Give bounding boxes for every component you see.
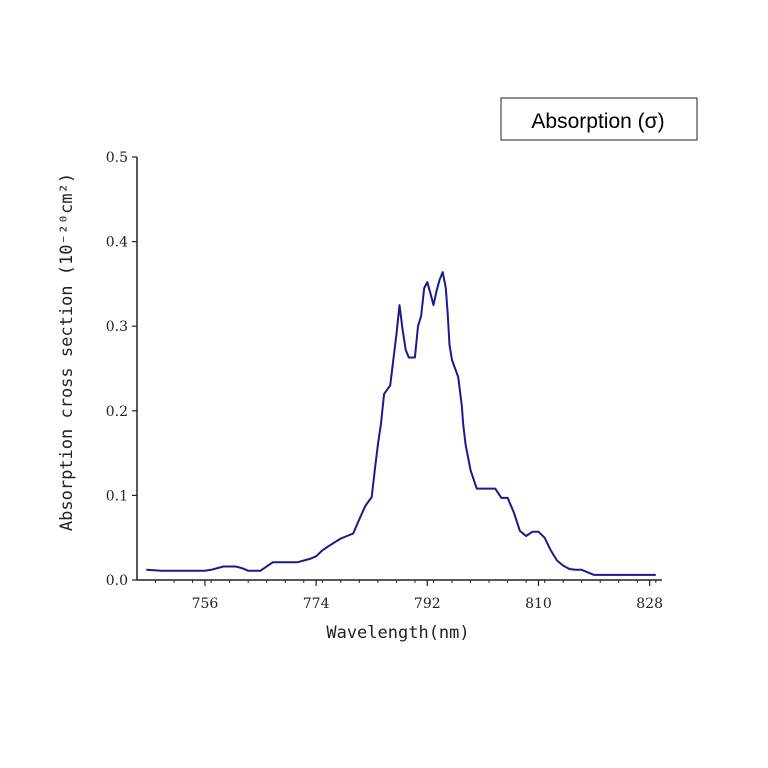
x-axis-title: Wavelength(nm)	[326, 623, 469, 643]
y-ticks: 0.0 0.1 0.2 0.3 0.4 0.5	[106, 150, 137, 589]
y-tick-label: 0.5	[106, 150, 128, 166]
y-axis-title: Absorption cross section (10⁻²⁰cm²)	[57, 173, 77, 531]
x-ticks: 756 774 792 810 828	[155, 580, 663, 612]
y-tick-label: 0.2	[106, 404, 128, 420]
x-tick-label: 756	[192, 596, 219, 612]
legend-box	[500, 97, 698, 141]
x-tick-label: 828	[636, 596, 663, 612]
y-tick-label: 0.4	[106, 235, 128, 251]
x-tick-label: 774	[303, 596, 330, 612]
y-tick-label: 0.1	[106, 488, 128, 504]
y-tick-label: 0.3	[106, 319, 128, 335]
legend-label: Absorption (σ)	[531, 110, 664, 133]
x-tick-label: 792	[414, 596, 441, 612]
y-tick-label: 0.0	[106, 573, 128, 589]
absorption-series-line	[146, 271, 656, 576]
x-tick-label: 810	[525, 596, 552, 612]
